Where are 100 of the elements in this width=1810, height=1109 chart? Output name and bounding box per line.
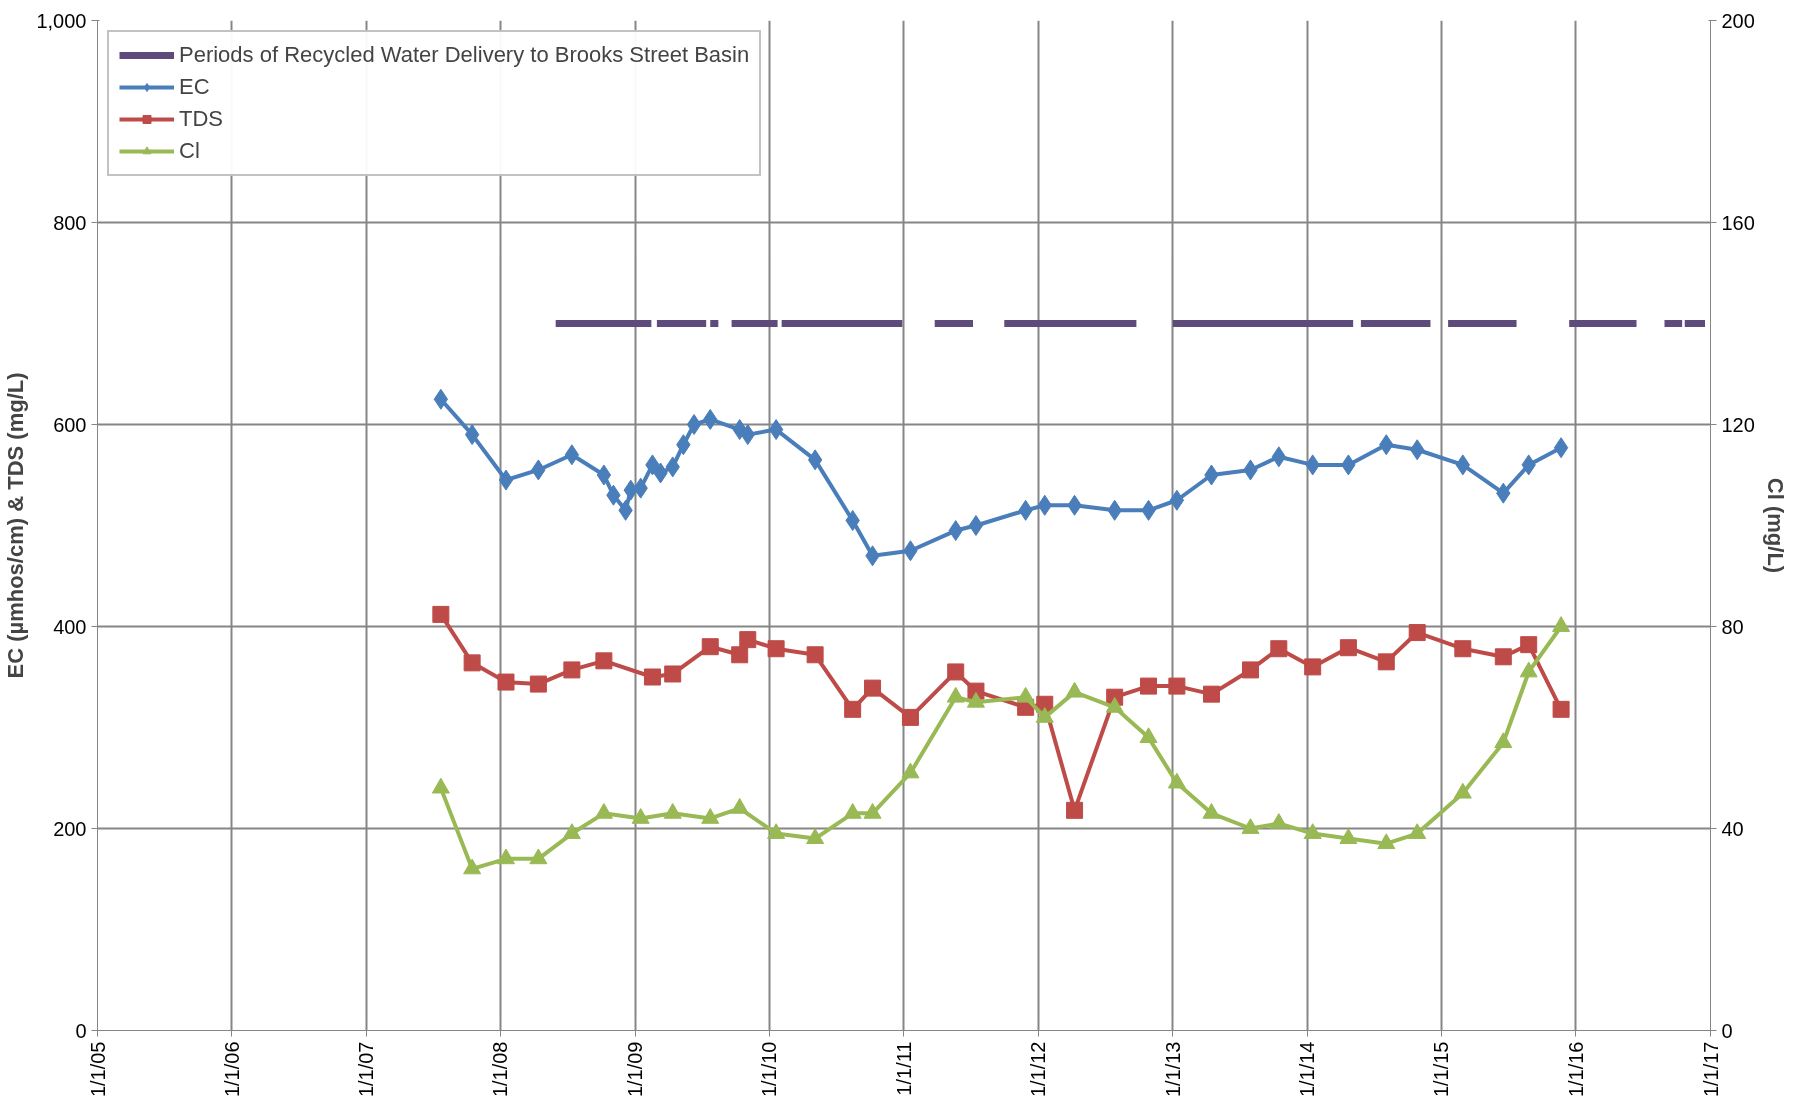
point bbox=[806, 828, 825, 845]
point bbox=[1377, 833, 1396, 850]
point bbox=[1241, 661, 1259, 679]
point bbox=[1269, 813, 1288, 829]
legend-label: Cl bbox=[179, 138, 200, 164]
point bbox=[843, 803, 862, 819]
x-tick-label: 1/1/12 bbox=[1027, 1041, 1050, 1098]
point bbox=[1552, 700, 1570, 718]
point bbox=[730, 797, 749, 814]
y2-tick-label: 120 bbox=[1721, 413, 1755, 436]
y-tick-label: 1,000 bbox=[36, 9, 87, 32]
point bbox=[901, 762, 920, 779]
point bbox=[701, 808, 720, 824]
point bbox=[1494, 732, 1513, 749]
point bbox=[529, 848, 548, 865]
point bbox=[564, 444, 580, 466]
point bbox=[1167, 772, 1186, 789]
point bbox=[1454, 640, 1472, 658]
point bbox=[1241, 818, 1260, 834]
point bbox=[1377, 653, 1395, 671]
point bbox=[432, 605, 450, 623]
point bbox=[433, 388, 449, 410]
point bbox=[1139, 727, 1158, 744]
point bbox=[594, 803, 613, 819]
point bbox=[739, 631, 757, 649]
y2-axis-title: Cl (mg/L) bbox=[1762, 477, 1788, 574]
point bbox=[1408, 624, 1426, 642]
point bbox=[863, 803, 882, 819]
point bbox=[463, 654, 481, 672]
y-axis-title: EC (µmhos/cm) & TDS (mg/L) bbox=[3, 372, 29, 679]
y-tick-label: 400 bbox=[53, 615, 87, 638]
point bbox=[844, 700, 862, 718]
point bbox=[496, 848, 515, 865]
point bbox=[947, 663, 965, 681]
point bbox=[768, 419, 784, 441]
point bbox=[663, 803, 682, 819]
point bbox=[1270, 640, 1288, 658]
point bbox=[1303, 823, 1322, 839]
x-tick-label: 1/1/13 bbox=[1161, 1041, 1184, 1098]
point bbox=[1453, 782, 1472, 799]
x-tick-label: 1/1/16 bbox=[1564, 1041, 1587, 1098]
x-tick-label: 1/1/15 bbox=[1430, 1041, 1453, 1098]
point bbox=[1169, 489, 1185, 511]
point bbox=[563, 661, 581, 679]
point bbox=[529, 675, 547, 693]
point bbox=[1408, 823, 1427, 839]
point bbox=[497, 673, 515, 691]
point bbox=[806, 646, 824, 664]
point bbox=[498, 469, 514, 491]
point bbox=[1519, 661, 1538, 678]
point bbox=[966, 691, 985, 708]
point bbox=[596, 464, 612, 486]
x-tick-label: 1/1/10 bbox=[758, 1041, 781, 1098]
y2-tick-label: 200 bbox=[1721, 9, 1755, 32]
point bbox=[1494, 648, 1512, 666]
y2-tick-label: 0 bbox=[1721, 1019, 1733, 1042]
point bbox=[1339, 639, 1357, 657]
point bbox=[1035, 707, 1054, 723]
point bbox=[1202, 803, 1221, 819]
point bbox=[562, 823, 581, 839]
x-tick-label: 1/1/07 bbox=[355, 1041, 378, 1098]
point bbox=[595, 652, 613, 670]
x-tick-label: 1/1/14 bbox=[1296, 1041, 1319, 1098]
point bbox=[1304, 658, 1322, 676]
y-tick-label: 0 bbox=[75, 1019, 87, 1042]
point bbox=[767, 640, 785, 658]
point bbox=[664, 665, 682, 683]
point bbox=[431, 777, 450, 794]
y-tick-label: 200 bbox=[53, 817, 87, 840]
point bbox=[901, 708, 919, 726]
point bbox=[1065, 681, 1084, 698]
point bbox=[1066, 801, 1084, 819]
point bbox=[1016, 686, 1035, 703]
point bbox=[464, 424, 480, 446]
point bbox=[864, 679, 882, 697]
x-tick-label: 1/1/17 bbox=[1699, 1041, 1722, 1098]
y2-tick-label: 80 bbox=[1721, 615, 1744, 638]
y-tick-label: 600 bbox=[53, 413, 87, 436]
legend-label: TDS bbox=[179, 106, 223, 132]
y2-tick-label: 160 bbox=[1721, 211, 1755, 234]
x-tick-label: 1/1/09 bbox=[624, 1041, 647, 1098]
point bbox=[1553, 437, 1569, 459]
point bbox=[1202, 685, 1220, 703]
point bbox=[1105, 696, 1124, 713]
point bbox=[631, 808, 650, 824]
x-tick-label: 1/1/08 bbox=[489, 1041, 512, 1098]
point bbox=[731, 646, 749, 664]
point bbox=[1552, 616, 1571, 632]
point bbox=[643, 668, 661, 686]
y2-tick-label: 40 bbox=[1721, 817, 1744, 840]
legend-label: Periods of Recycled Water Delivery to Brooks Street Basin bbox=[179, 42, 750, 68]
x-tick-label: 1/1/11 bbox=[892, 1041, 915, 1096]
legend-label: EC bbox=[179, 74, 210, 100]
x-tick-label: 1/1/05 bbox=[86, 1041, 109, 1098]
point bbox=[807, 449, 823, 471]
point bbox=[1140, 677, 1158, 695]
point bbox=[1339, 828, 1358, 845]
point bbox=[767, 823, 786, 839]
point bbox=[686, 414, 702, 435]
point bbox=[946, 686, 965, 703]
